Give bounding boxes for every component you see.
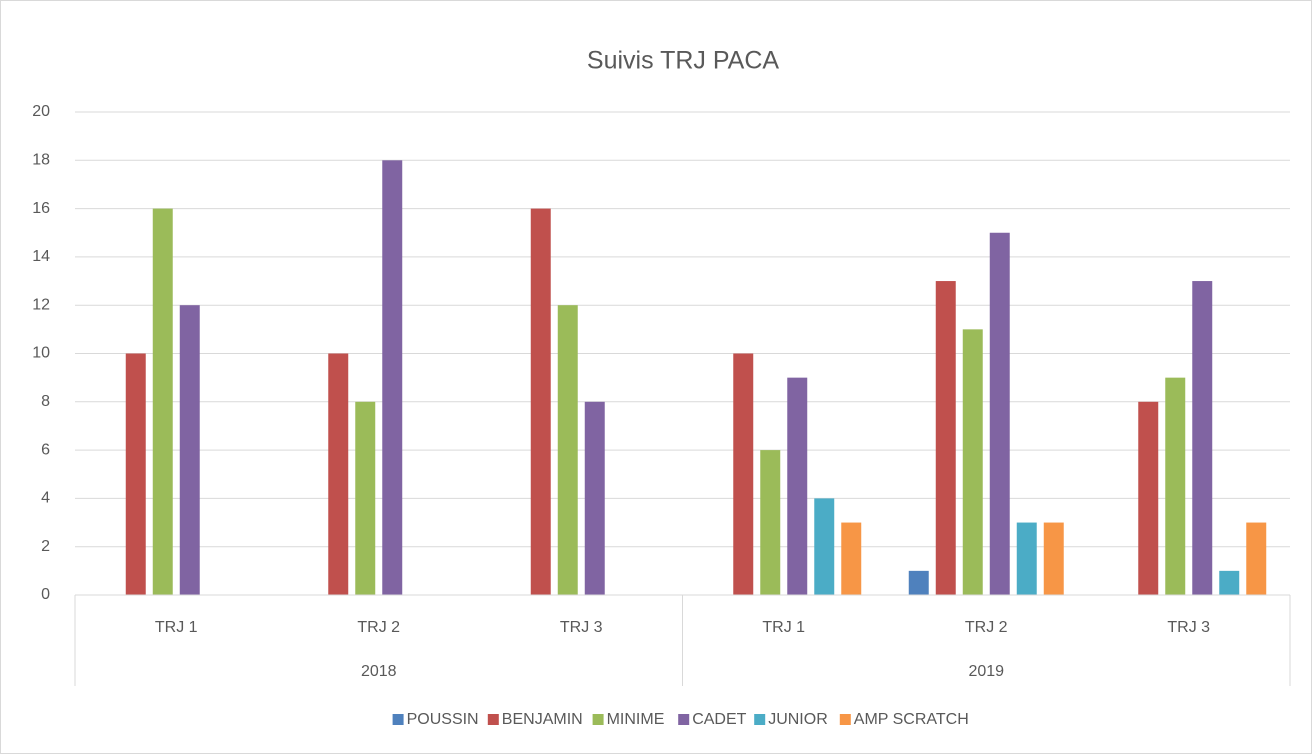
bar: [1016, 522, 1037, 595]
legend-label: JUNIOR: [768, 711, 828, 728]
legend-label: AMP SCRATCH: [854, 711, 969, 728]
bar: [908, 570, 929, 595]
x-tick-label: TRJ 3: [1167, 619, 1210, 636]
bar: [1246, 522, 1267, 595]
bar: [841, 522, 862, 595]
bar: [733, 353, 754, 595]
x-tick-label: TRJ 2: [357, 619, 400, 636]
bar: [1165, 377, 1186, 595]
bar: [1043, 522, 1064, 595]
bar: [962, 329, 983, 595]
y-tick-label: 20: [32, 103, 50, 120]
group-label: 2019: [968, 663, 1004, 680]
y-tick-label: 18: [32, 152, 50, 169]
legend-swatch: [487, 714, 499, 725]
y-tick-label: 10: [32, 345, 50, 362]
y-tick-label: 4: [41, 490, 50, 507]
legend-label: MINIME: [607, 711, 665, 728]
bar: [760, 450, 781, 595]
legend-swatch: [839, 714, 851, 725]
bar: [152, 208, 173, 595]
x-tick-label: TRJ 3: [560, 619, 603, 636]
bar: [1219, 570, 1240, 595]
legend-swatch: [754, 714, 766, 725]
x-tick-label: TRJ 1: [762, 619, 805, 636]
x-tick-label: TRJ 1: [155, 619, 198, 636]
y-tick-label: 14: [32, 248, 50, 265]
y-tick-label: 0: [41, 586, 50, 603]
bar: [557, 305, 578, 595]
bar: [179, 305, 200, 595]
bar: [584, 401, 605, 595]
legend-swatch: [678, 714, 690, 725]
x-tick-label: TRJ 2: [965, 619, 1008, 636]
y-tick-label: 16: [32, 200, 50, 217]
bar: [530, 208, 551, 595]
y-tick-label: 12: [32, 296, 50, 313]
legend-label: CADET: [692, 711, 746, 728]
bar: [989, 232, 1010, 595]
legend-label: POUSSIN: [407, 711, 479, 728]
chart-title: Suivis TRJ PACA: [587, 47, 780, 75]
y-tick-label: 6: [41, 441, 50, 458]
group-label: 2018: [361, 663, 397, 680]
bar: [1138, 401, 1159, 595]
legend-swatch: [392, 714, 404, 725]
bar: [125, 353, 146, 595]
bar: [935, 281, 956, 595]
bar: [814, 498, 835, 595]
bar: [355, 401, 376, 595]
y-tick-label: 2: [41, 538, 50, 555]
bar: [1192, 281, 1213, 595]
legend-label: BENJAMIN: [502, 711, 583, 728]
y-tick-label: 8: [41, 393, 50, 410]
legend-swatch: [592, 714, 604, 725]
bar: [382, 160, 403, 596]
bar: [787, 377, 808, 595]
bar: [328, 353, 349, 595]
